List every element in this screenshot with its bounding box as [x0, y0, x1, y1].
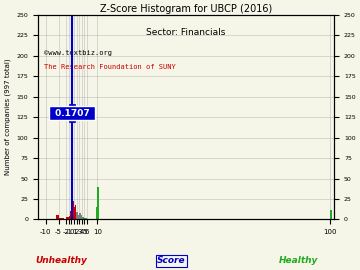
- Text: The Research Foundation of SUNY: The Research Foundation of SUNY: [44, 64, 175, 70]
- Text: Healthy: Healthy: [279, 256, 318, 265]
- Bar: [84, 218, 86, 220]
- Bar: [96, 207, 97, 220]
- Bar: [86, 218, 87, 220]
- Bar: [70, 211, 72, 220]
- Text: Sector: Financials: Sector: Financials: [147, 28, 226, 37]
- Text: Score: Score: [157, 256, 185, 265]
- Text: ©www.textbiz.org: ©www.textbiz.org: [44, 50, 112, 56]
- Bar: [59, 218, 61, 220]
- Bar: [66, 217, 69, 220]
- Bar: [97, 187, 99, 220]
- Text: Unhealthy: Unhealthy: [36, 256, 87, 265]
- Bar: [40, 219, 43, 220]
- Bar: [82, 217, 83, 220]
- Y-axis label: Number of companies (997 total): Number of companies (997 total): [4, 59, 11, 176]
- Text: 0.1707: 0.1707: [51, 109, 93, 118]
- Bar: [56, 214, 59, 220]
- Bar: [79, 213, 81, 220]
- Bar: [61, 218, 64, 220]
- Bar: [69, 216, 70, 220]
- Bar: [81, 215, 82, 220]
- Bar: [330, 210, 332, 220]
- Title: Z-Score Histogram for UBCP (2016): Z-Score Histogram for UBCP (2016): [100, 4, 272, 14]
- Bar: [83, 217, 84, 220]
- Bar: [64, 219, 66, 220]
